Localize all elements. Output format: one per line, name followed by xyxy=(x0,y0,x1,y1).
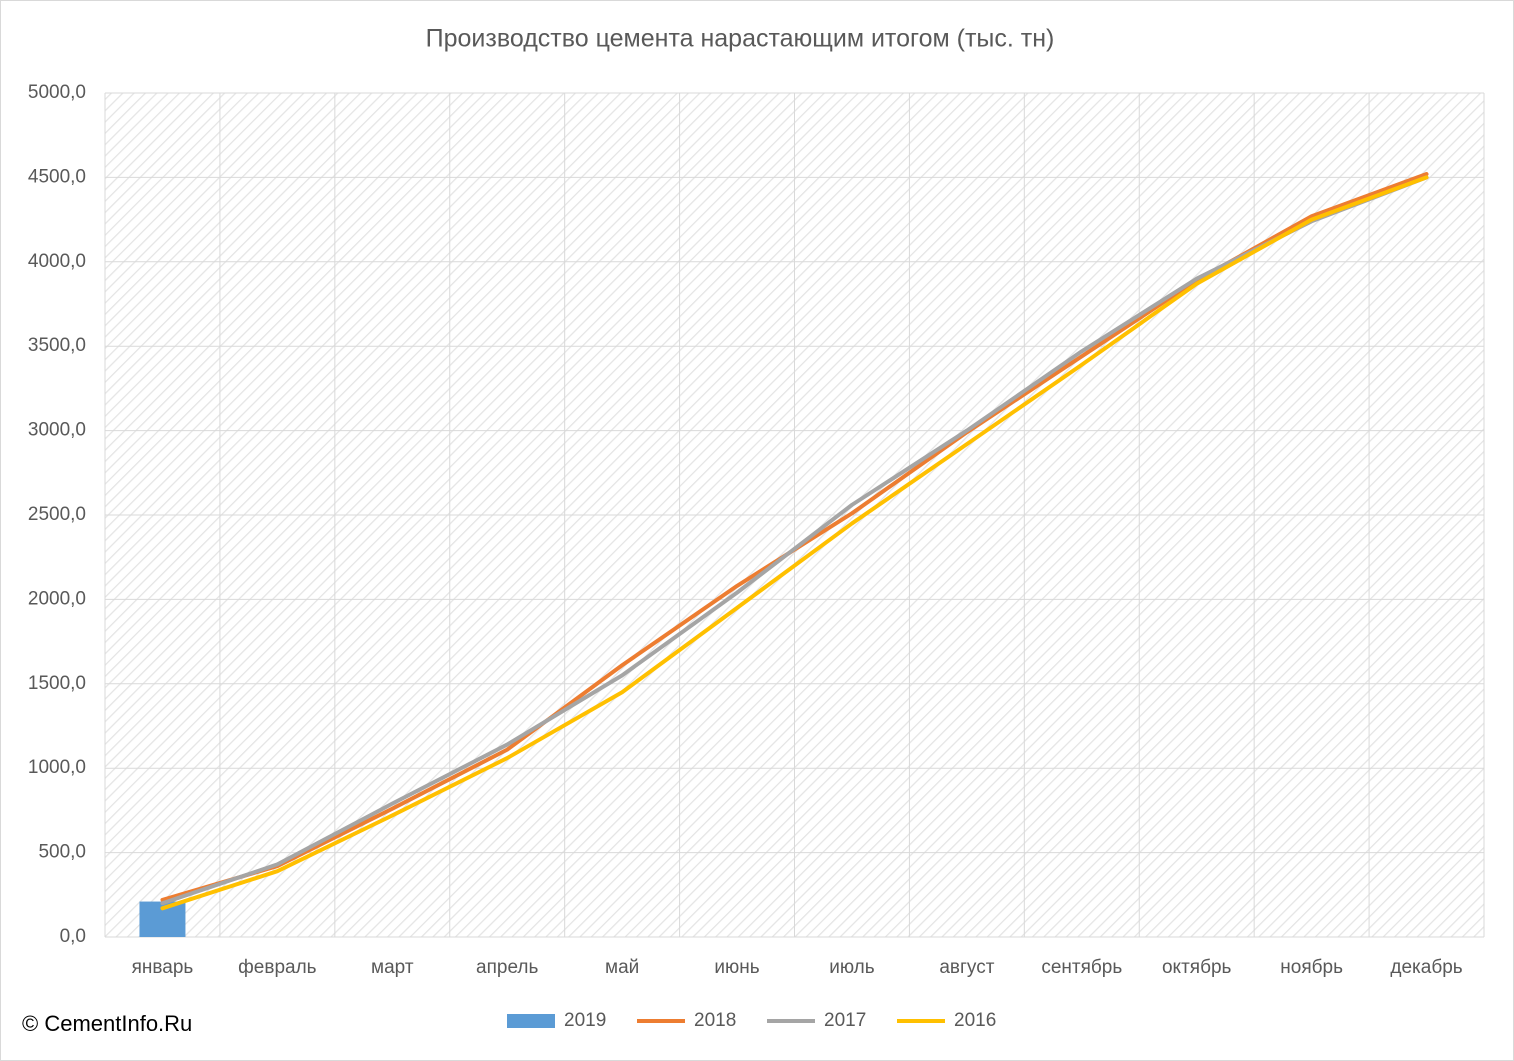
credit: © CementInfo.Ru xyxy=(22,1011,192,1036)
legend-swatch xyxy=(507,1014,555,1028)
x-tick-label: май xyxy=(605,957,639,978)
y-tick-label: 5000,0 xyxy=(28,82,86,103)
legend-label: 2017 xyxy=(824,1010,866,1031)
y-tick-label: 4500,0 xyxy=(28,166,86,187)
line xyxy=(160,175,1429,911)
x-tick-label: декабрь xyxy=(1390,957,1462,978)
legend-label: 2018 xyxy=(694,1010,736,1031)
x-tick-label: февраль xyxy=(238,957,317,978)
x-tick-label: октябрь xyxy=(1162,957,1232,978)
y-tick-label: 3000,0 xyxy=(28,420,86,441)
x-tick-label: сентябрь xyxy=(1041,957,1122,978)
y-tick-label: 2000,0 xyxy=(28,588,86,609)
chart-title: Производство цемента нарастающим итогом … xyxy=(426,25,1055,53)
x-tick-label: ноябрь xyxy=(1280,957,1343,978)
x-tick-label: июль xyxy=(829,957,875,978)
x-tick-label: март xyxy=(371,957,414,978)
y-tick-label: 1000,0 xyxy=(28,757,86,778)
x-tick-label: июнь xyxy=(714,957,759,978)
y-tick-label: 0,0 xyxy=(60,926,86,947)
y-tick-label: 4000,0 xyxy=(28,251,86,272)
line xyxy=(160,175,1429,906)
x-tick-label: апрель xyxy=(476,957,538,978)
y-tick-label: 3500,0 xyxy=(28,335,86,356)
y-tick-label: 500,0 xyxy=(38,842,86,863)
legend-label: 2019 xyxy=(564,1010,606,1031)
y-tick-label: 1500,0 xyxy=(28,673,86,694)
y-tick-label: 2500,0 xyxy=(28,504,86,525)
legend-label: 2016 xyxy=(954,1010,996,1031)
x-tick-label: январь xyxy=(132,957,194,978)
x-tick-label: август xyxy=(939,957,994,978)
